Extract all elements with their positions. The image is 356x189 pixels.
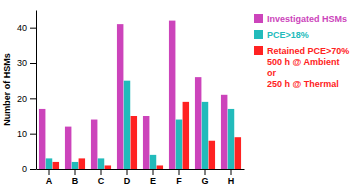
legend: Investigated HSMs PCE>18% Retained PCE>70%… [254, 14, 349, 89]
tick: G [201, 169, 208, 186]
bar [46, 158, 52, 169]
legend-item: Retained PCE>70%500 h @ Ambientor250 h @… [254, 46, 349, 89]
tick: C [98, 169, 105, 186]
legend-item: Investigated HSMs [254, 14, 347, 24]
plot: 0 10 20 30 40 A B C D E F G H [17, 11, 245, 187]
tick-mark [101, 169, 102, 175]
tick-label: 10 [17, 129, 27, 139]
axis-line [36, 11, 37, 170]
tick-mark [30, 28, 36, 29]
bar [235, 137, 241, 169]
tick: D [124, 169, 131, 186]
tick: H [228, 169, 235, 186]
bar [202, 102, 208, 169]
bar [72, 162, 78, 169]
tick: 0 [22, 164, 36, 174]
tick-mark [153, 169, 154, 175]
legend-label: PCE>18% [267, 30, 309, 40]
tick-label: F [176, 176, 182, 186]
tick-mark [231, 169, 232, 175]
bar [53, 162, 59, 169]
bar [143, 116, 149, 169]
tick: 10 [17, 129, 36, 139]
bar [157, 165, 163, 169]
bar-series [46, 81, 234, 169]
tick: 30 [17, 58, 36, 68]
bar-series [53, 102, 241, 169]
bar [150, 155, 156, 169]
bar [124, 81, 130, 169]
bar [98, 158, 104, 169]
tick-label: 0 [22, 164, 27, 174]
tick-label: 40 [17, 23, 27, 33]
legend-swatch [254, 30, 263, 39]
chart: 0 10 20 30 40 A B C D E F G H Number of HSMs Investiga… [0, 0, 356, 189]
legend-swatch [254, 46, 263, 55]
tick-mark [205, 169, 206, 175]
legend-swatch [254, 14, 263, 23]
tick-label: C [98, 176, 105, 186]
tick: 20 [17, 94, 36, 104]
tick-label: D [124, 176, 131, 186]
axis-line [37, 169, 245, 170]
y-axis: 0 10 20 30 40 [17, 11, 37, 175]
bar [117, 24, 123, 169]
tick-mark [127, 169, 128, 175]
bar [169, 21, 175, 169]
legend-label: Retained PCE>70%500 h @ Ambientor250 h @… [267, 46, 349, 89]
tick-label: 20 [17, 94, 27, 104]
bar [195, 77, 201, 169]
tick-mark [30, 63, 36, 64]
tick-label: H [228, 176, 235, 186]
tick-mark [30, 98, 36, 99]
tick-mark [30, 169, 36, 170]
tick: A [46, 169, 53, 186]
tick-mark [75, 169, 76, 175]
tick-label: E [150, 176, 156, 186]
bar [39, 109, 45, 169]
tick-label: A [46, 176, 53, 186]
tick: F [176, 169, 182, 186]
legend-label: Investigated HSMs [267, 14, 347, 24]
bar [65, 127, 71, 169]
tick: 40 [17, 23, 36, 33]
bar [131, 116, 137, 169]
bar [105, 165, 111, 169]
bar [183, 102, 189, 169]
bar [221, 95, 227, 169]
tick: B [72, 169, 79, 186]
bar [79, 158, 85, 169]
bar [176, 120, 182, 169]
x-axis: A B C D E F G H [37, 169, 245, 186]
legend-item: PCE>18% [254, 30, 309, 40]
tick-mark [49, 169, 50, 175]
bar-series [39, 21, 227, 169]
tick-label: 30 [17, 58, 27, 68]
bars [39, 21, 241, 169]
bar [209, 141, 215, 169]
tick: E [150, 169, 156, 186]
tick-label: G [201, 176, 208, 186]
tick-mark [30, 134, 36, 135]
tick-label: B [72, 176, 79, 186]
y-label: Number of HSMs [2, 53, 12, 126]
bar [91, 120, 97, 169]
bar [228, 109, 234, 169]
tick-mark [179, 169, 180, 175]
